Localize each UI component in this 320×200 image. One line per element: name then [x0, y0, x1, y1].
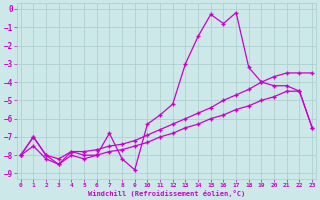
- X-axis label: Windchill (Refroidissement éolien,°C): Windchill (Refroidissement éolien,°C): [88, 190, 245, 197]
